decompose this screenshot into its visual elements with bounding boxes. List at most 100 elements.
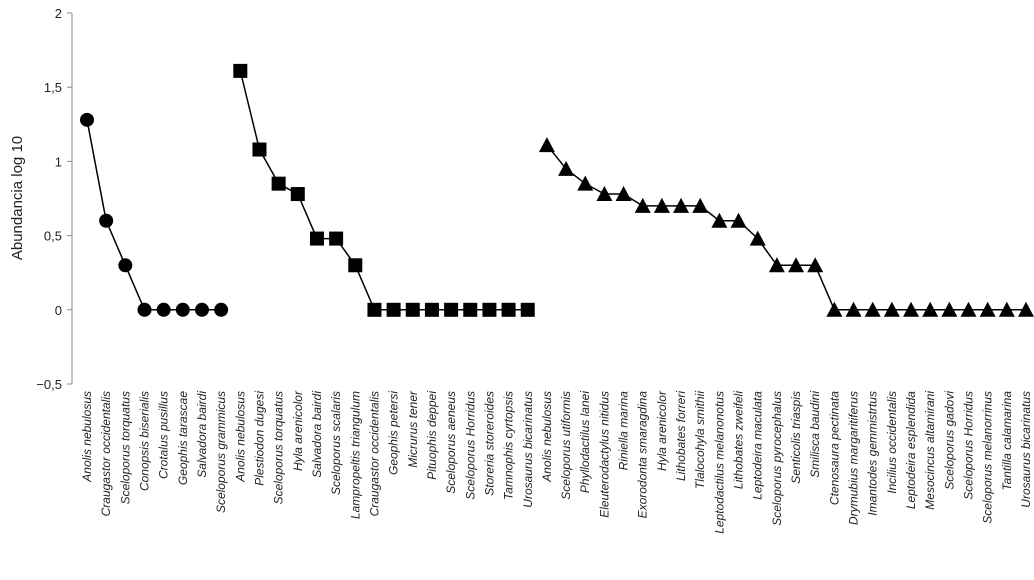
marker xyxy=(634,197,651,213)
x-tick-label: Geophis tarascae xyxy=(176,391,190,485)
x-tick-label: Anolis nebulosus xyxy=(80,391,94,483)
marker xyxy=(979,301,996,317)
x-tick-label: Sceloporus gadovi xyxy=(942,391,956,490)
x-tick-label: Plestiodon dugesi xyxy=(252,391,266,486)
marker xyxy=(501,302,516,317)
marker xyxy=(845,301,862,317)
marker xyxy=(577,175,594,191)
x-tick-label: Incilius occidentalis xyxy=(885,391,899,494)
x-tick-label: Craugastor occidentalis xyxy=(99,391,113,516)
x-tick-label: Drymubius margaritiferus xyxy=(847,391,861,525)
x-tick-label: Conopsis biserialis xyxy=(137,391,151,491)
x-tick-label: Lithobates forreri xyxy=(674,391,688,481)
y-axis-label: Abundancia log 10 xyxy=(9,136,26,260)
x-tick-label: Tamnophis cyrtopsis xyxy=(502,391,516,500)
marker xyxy=(348,258,363,273)
x-tick-label: Anolis nebulosus xyxy=(233,391,247,483)
x-tick-label: Lithobates zweifeli xyxy=(732,391,746,489)
marker xyxy=(386,302,401,317)
x-tick-label: Sceloporus utiformis xyxy=(559,391,573,500)
marker xyxy=(711,212,728,228)
marker xyxy=(558,160,575,176)
x-tick-label: Urosaurus bicarinatus xyxy=(1019,391,1033,508)
marker xyxy=(329,231,344,246)
x-tick-label: Craugastor occidentalis xyxy=(367,391,381,516)
x-tick-label: Urosaurus bicarinatus xyxy=(521,391,535,508)
marker xyxy=(405,302,420,317)
marker xyxy=(596,186,613,202)
y-tick-label: 0,5 xyxy=(44,229,62,244)
marker xyxy=(615,186,632,202)
marker xyxy=(653,197,670,213)
marker xyxy=(941,301,958,317)
marker xyxy=(960,301,977,317)
marker xyxy=(214,302,229,317)
x-tick-label: Eleuterodactylus nitidus xyxy=(597,391,611,518)
y-tick-label: 1,5 xyxy=(44,80,62,95)
series-line xyxy=(546,144,1026,311)
x-tick-label: Tlalocohyla smithii xyxy=(693,391,707,489)
x-tick-label: Crotalus pusillus xyxy=(157,391,171,479)
marker xyxy=(156,302,171,317)
marker xyxy=(692,197,709,213)
x-tick-label: Imantodes gemmistrtus xyxy=(866,391,880,516)
marker xyxy=(118,258,133,273)
marker xyxy=(749,230,766,246)
x-tick-label: Leptodeira esplendida xyxy=(904,391,918,509)
marker xyxy=(864,301,881,317)
x-tick-label: Leptodactilus melanonotus xyxy=(712,391,726,534)
x-tick-label: Phyllodactilus lanei xyxy=(578,391,592,493)
marker xyxy=(424,302,439,317)
marker xyxy=(903,301,920,317)
marker xyxy=(673,197,690,213)
x-tick-label: Micrurus tener xyxy=(406,390,420,468)
marker xyxy=(482,302,497,317)
x-tick-label: Pituophis deppei xyxy=(425,391,439,480)
marker xyxy=(271,176,286,191)
x-tick-label: Salvadora bairdi xyxy=(195,391,209,478)
marker xyxy=(826,301,843,317)
marker xyxy=(252,142,267,157)
marker xyxy=(175,302,190,317)
x-tick-label: Sceloporus Horridus xyxy=(962,391,976,500)
x-tick-label: Sceloporus Horridus xyxy=(463,391,477,500)
x-tick-label: Ctenosaura pectinata xyxy=(827,391,841,505)
marker xyxy=(233,63,248,78)
y-tick-label: 2 xyxy=(55,6,62,21)
marker xyxy=(730,212,747,228)
x-tick-label: Senticolis triaspis xyxy=(789,391,803,484)
x-tick-label: Sceloporus aeneus xyxy=(444,391,458,494)
y-tick-label: 1 xyxy=(55,154,62,169)
y-tick-label: −0,5 xyxy=(36,377,62,392)
x-tick-label: Storeria storeroides xyxy=(482,391,496,496)
x-tick-label: Sceloporus grammicus xyxy=(214,391,228,513)
marker xyxy=(922,301,939,317)
series-line xyxy=(239,70,528,311)
marker xyxy=(998,301,1015,317)
x-tick-label: Anolis nebulosus xyxy=(540,391,554,483)
x-tick-label: Hyla arenicolor xyxy=(655,390,669,471)
x-tick-label: Sceloporus scalaris xyxy=(329,391,343,495)
marker xyxy=(883,301,900,317)
x-tick-label: Mesocincus altamirani xyxy=(923,391,937,510)
x-tick-label: Exorodonta smaragdina xyxy=(636,391,650,519)
x-tick-label: Smilisca baudini xyxy=(808,391,822,478)
x-tick-label: Salvadora bairdi xyxy=(310,391,324,478)
marker xyxy=(309,231,324,246)
x-tick-label: Hyla arenicolor xyxy=(291,390,305,471)
marker xyxy=(788,257,805,273)
marker xyxy=(444,302,459,317)
x-tick-label: Leptodeira maculata xyxy=(751,391,765,500)
marker xyxy=(290,187,305,202)
marker xyxy=(807,257,824,273)
marker xyxy=(538,137,555,153)
marker xyxy=(1018,301,1034,317)
x-tick-label: Sceloporus torquatus xyxy=(118,391,132,504)
x-tick-label: Sceloporus melanorrinus xyxy=(981,391,995,524)
x-tick-label: Lampropeltis triangulum xyxy=(348,391,362,519)
x-tick-label: Geophis petersi xyxy=(387,391,401,475)
marker xyxy=(367,302,382,317)
x-tick-label: Sceloporus torquatus xyxy=(272,391,286,504)
